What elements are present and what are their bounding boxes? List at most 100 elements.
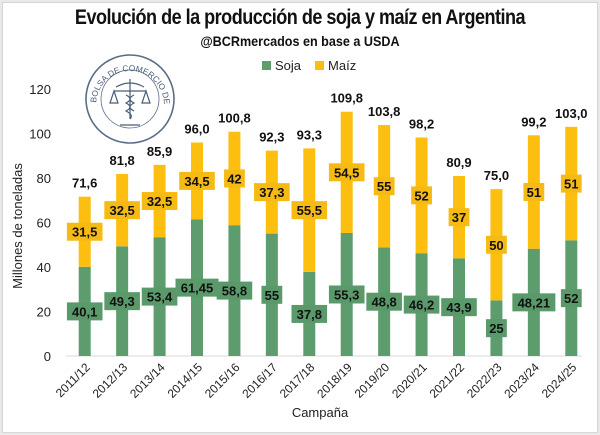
data-label-maiz: 54,5 <box>334 165 359 180</box>
data-label-maiz-bg <box>373 177 395 196</box>
data-label-maiz: 34,5 <box>184 174 209 189</box>
x-tick-label: 2023/24 <box>501 360 542 401</box>
x-tick-label: 2016/17 <box>239 360 280 401</box>
data-label-soja: 53,4 <box>147 290 173 305</box>
data-label-soja-bg <box>486 319 507 338</box>
data-label-maiz-bg <box>291 201 328 220</box>
data-label-maiz-bg <box>104 201 140 220</box>
data-label-soja-bg <box>141 287 178 306</box>
x-tick-label: 2022/23 <box>464 360 505 401</box>
data-label-soja: 55 <box>265 288 279 303</box>
total-label: 92,3 <box>259 130 284 145</box>
data-label-soja-bg <box>560 289 582 308</box>
legend-item-soja: Soja <box>262 58 301 73</box>
data-label-maiz: 51 <box>564 177 578 192</box>
chart-subtitle: @BCRmercados en base a USDA <box>200 33 400 49</box>
data-label-maiz-bg <box>448 208 470 227</box>
total-label: 103,0 <box>555 106 588 121</box>
x-tick-label: 2012/13 <box>90 360 131 401</box>
total-label: 100,8 <box>218 111 251 126</box>
x-tick-label: 2021/22 <box>427 360 468 401</box>
data-label-soja-bg <box>175 278 219 297</box>
chart-title: Evolución de la producción de soja y maí… <box>74 6 526 29</box>
y-tick-label: 0 <box>44 349 51 364</box>
bcr-logo: BOLSA DE COMERCIO DE ROSARIO <box>84 53 175 144</box>
data-label-maiz-bg <box>66 222 103 241</box>
legend-swatch-maiz <box>315 61 325 70</box>
data-label-maiz-bg <box>179 171 215 190</box>
x-tick-label: 2018/19 <box>314 360 355 401</box>
data-label-soja: 58,8 <box>222 284 247 299</box>
data-label-maiz: 32,5 <box>109 203 134 218</box>
data-label-soja: 46,2 <box>409 298 434 313</box>
total-label: 98,2 <box>409 117 434 132</box>
data-label-soja-bg <box>366 292 402 311</box>
data-label-soja: 61,45 <box>181 281 214 296</box>
data-label-soja: 48,8 <box>371 295 396 310</box>
data-label-soja: 37,8 <box>297 307 322 322</box>
total-label: 93,3 <box>297 127 322 142</box>
data-label-soja: 40,1 <box>72 304 97 319</box>
data-label-soja: 43,9 <box>446 300 471 315</box>
data-label-maiz-bg <box>328 163 365 182</box>
data-label-maiz-bg <box>486 235 507 254</box>
data-label-soja-bg <box>512 293 556 312</box>
data-label-soja: 52 <box>564 291 578 306</box>
total-label: 75,0 <box>484 168 509 183</box>
y-tick-label: 80 <box>37 171 51 186</box>
y-tick-label: 20 <box>37 305 51 320</box>
x-tick-label: 2024/25 <box>539 360 580 401</box>
legend-label-soja: Soja <box>275 58 302 73</box>
x-tick-label: 2020/21 <box>389 360 430 401</box>
data-label-soja-bg <box>261 285 283 304</box>
total-label: 85,9 <box>147 144 172 159</box>
total-label: 109,8 <box>330 91 363 106</box>
data-label-soja-bg <box>328 285 365 304</box>
x-tick-label: 2013/14 <box>127 360 168 401</box>
data-label-maiz: 37,3 <box>259 185 284 200</box>
data-label-maiz: 31,5 <box>72 225 97 240</box>
x-axis-label: Campaña <box>291 405 349 420</box>
data-label-maiz: 55,5 <box>297 203 322 218</box>
data-label-soja: 55,3 <box>334 287 359 302</box>
data-label-maiz: 50 <box>489 238 503 253</box>
total-label: 81,8 <box>109 153 134 168</box>
data-label-soja-bg <box>66 302 103 321</box>
data-label-maiz: 55 <box>377 179 391 194</box>
data-label-maiz: 52 <box>414 188 428 203</box>
x-tick-label: 2015/16 <box>202 360 243 401</box>
data-label-soja-bg <box>403 295 440 314</box>
data-label-maiz-bg <box>523 182 545 201</box>
x-tick-label: 2014/15 <box>165 360 206 401</box>
total-label: 96,0 <box>184 122 209 137</box>
legend-label-maiz: Maíz <box>328 58 357 73</box>
legend-item-maiz: Maíz <box>315 58 356 73</box>
data-label-soja-bg <box>441 298 477 317</box>
legend-swatch-soja <box>262 61 271 70</box>
data-label-soja-bg <box>291 304 328 323</box>
logo-inner-ring <box>100 69 160 129</box>
data-label-soja: 49,3 <box>109 294 134 309</box>
data-label-maiz-bg <box>560 174 582 193</box>
data-label-soja: 25 <box>489 321 503 336</box>
total-label: 103,8 <box>368 104 401 119</box>
legend: Soja Maíz <box>262 58 370 73</box>
data-label-maiz-bg <box>224 169 245 188</box>
data-label-maiz-bg <box>411 186 432 205</box>
data-label-soja-bg <box>216 281 253 300</box>
data-label-soja: 48,21 <box>518 295 551 310</box>
y-tick-label: 100 <box>29 127 51 142</box>
y-tick-label: 120 <box>29 82 51 97</box>
x-tick-label: 2017/18 <box>277 360 318 401</box>
total-label: 80,9 <box>446 155 471 170</box>
data-label-maiz: 32,5 <box>147 194 172 209</box>
total-label: 99,2 <box>521 114 546 129</box>
data-label-soja-bg <box>104 292 140 311</box>
data-label-maiz-bg <box>141 192 178 211</box>
y-tick-label: 60 <box>37 216 51 231</box>
total-label: 71,6 <box>72 176 97 191</box>
data-label-maiz: 51 <box>527 185 541 200</box>
data-label-maiz-bg <box>254 183 290 202</box>
y-tick-label: 40 <box>37 260 51 275</box>
